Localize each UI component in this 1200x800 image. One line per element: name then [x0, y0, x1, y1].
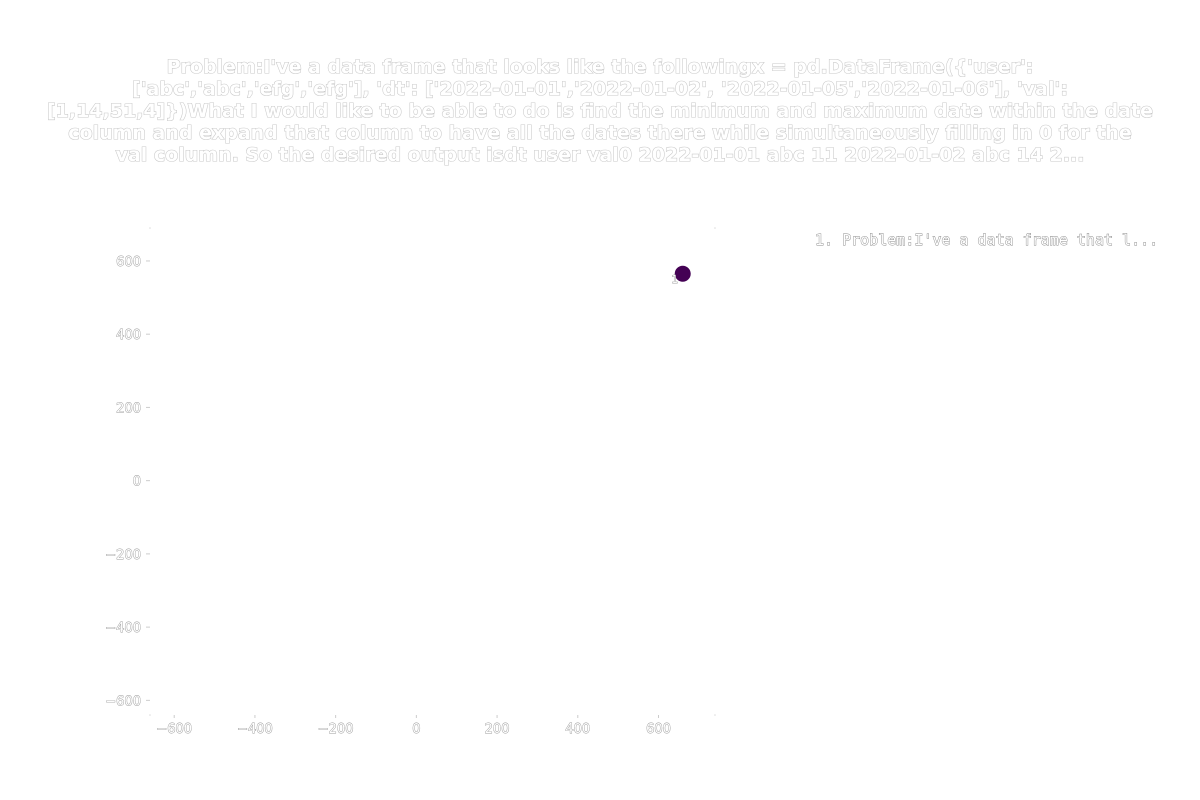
data-point: [674, 265, 691, 282]
y-tick-label: 600: [116, 255, 141, 270]
plot-corner-mark: [149, 227, 151, 229]
y-tick-label: 200: [116, 401, 141, 416]
y-axis: −600 −400 −200 0 200 400 600: [105, 255, 150, 710]
plot-corner-mark: [714, 227, 716, 229]
title-line-4: column and expand that column to have al…: [68, 122, 1131, 144]
x-tick-label: 600: [646, 722, 671, 737]
y-tick-label: 400: [116, 328, 141, 343]
y-tick-label: −200: [105, 548, 141, 563]
x-tick-label: 0: [412, 722, 420, 737]
x-tick-label: −200: [318, 722, 354, 737]
point-label: 1: [671, 273, 678, 286]
x-tick-label: −400: [237, 722, 273, 737]
title-line-3: [1,14,51,4]})What I would like to be abl…: [47, 100, 1153, 122]
chart-title: Problem:I've a data frame that looks lik…: [46, 55, 1153, 166]
x-tick-label: 400: [565, 722, 590, 737]
y-tick-label: −600: [105, 694, 141, 709]
x-axis: −600 −400 −200 0 200 400 600: [156, 715, 671, 737]
title-line-2: ['abc','abc','efg','efg'], 'dt': ['2022-…: [132, 78, 1068, 100]
legend-entry: 1. Problem:I've a data frame that l...: [815, 231, 1158, 249]
x-tick-label: 200: [485, 722, 510, 737]
title-line-5: val column. So the desired output isdt u…: [116, 144, 1085, 166]
data-points: 1: [149, 227, 716, 716]
plot-corner-mark: [149, 714, 151, 716]
title-line-1: Problem:I've a data frame that looks lik…: [167, 56, 1034, 78]
legend: 1. Problem:I've a data frame that l...: [815, 231, 1159, 250]
y-tick-label: −400: [105, 621, 141, 636]
y-tick-label: 0: [133, 475, 141, 490]
x-tick-label: −600: [156, 722, 192, 737]
plot-corner-mark: [714, 714, 716, 716]
